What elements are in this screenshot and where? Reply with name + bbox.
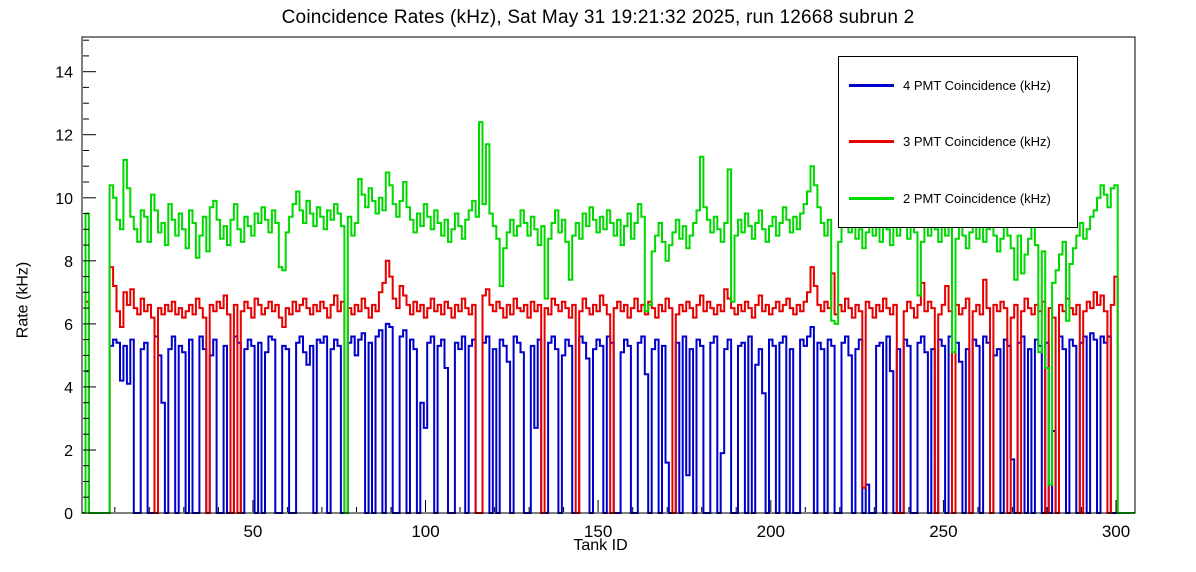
legend-line-swatch-3pmt [849,140,894,144]
legend-entry-3pmt: 3 PMT Coincidence (kHz) [839,114,1077,170]
y-tick-label: 10 [55,191,73,208]
x-tick-label: 300 [1102,522,1130,541]
series-line-4pmt [82,322,1135,514]
legend-entry-2pmt: 2 PMT Coincidence (kHz) [839,171,1077,227]
x-tick-label: 150 [584,522,612,541]
y-tick-label: 12 [55,128,73,145]
legend-line-swatch-2pmt [849,197,894,201]
y-tick-label: 4 [64,380,73,397]
legend-label-3pmt: 3 PMT Coincidence (kHz) [903,134,1051,150]
x-axis-title: Tank ID [573,537,628,554]
legend-label-2pmt: 2 PMT Coincidence (kHz) [903,191,1051,207]
y-tick-label: 14 [55,65,73,82]
series-line-3pmt [82,259,1135,514]
plot-frame [81,36,1136,514]
x-tick-label: 200 [757,522,785,541]
y-tick-label: 2 [64,443,73,460]
x-tick-label: 100 [411,522,439,541]
legend-entry-4pmt: 4 PMT Coincidence (kHz) [839,57,1077,113]
chart-title: Coincidence Rates (kHz), Sat May 31 19:2… [281,7,915,28]
legend-label-4pmt: 4 PMT Coincidence (kHz) [903,77,1051,93]
series-line-2pmt [82,121,1135,514]
legend-line-swatch-4pmt [849,83,894,87]
legend: 4 PMT Coincidence (kHz) 3 PMT Coincidenc… [838,56,1078,228]
y-tick-label: 6 [64,317,73,334]
x-tick-label: 50 [243,522,262,541]
y-tick-label: 0 [64,506,73,523]
x-tick-label: 250 [929,522,957,541]
y-tick-label: 8 [64,254,73,271]
